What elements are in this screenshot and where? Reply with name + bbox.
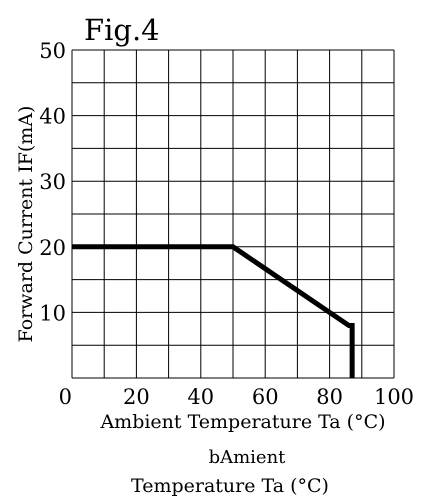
- x-tick-label: 80: [316, 385, 343, 409]
- x-axis-caption-line-1: bAmient: [209, 447, 287, 468]
- y-tick-label: 10: [39, 301, 66, 325]
- y-tick-label: 30: [39, 170, 66, 194]
- x-tick-labels: 0 20 40 60 80 100: [59, 385, 414, 409]
- y-tick-label: 50: [39, 39, 66, 63]
- x-axis-caption-line-2: Temperature Ta (°C): [131, 475, 329, 497]
- forward-current-line: [72, 244, 355, 378]
- y-axis-label: Forward Current IF(mA): [15, 106, 37, 343]
- y-tick-label: 40: [39, 105, 66, 129]
- x-tick-label: 20: [123, 385, 150, 409]
- chart-title: Fig.4: [84, 13, 160, 47]
- y-tick-labels: 10 20 30 40 50: [39, 39, 66, 325]
- x-tick-label: 0: [59, 385, 72, 409]
- x-tick-label: 40: [187, 385, 214, 409]
- x-axis-label: Ambient Temperature Ta (°C): [99, 411, 385, 433]
- x-tick-label: 60: [252, 385, 279, 409]
- y-tick-label: 20: [39, 236, 66, 260]
- chart-grid: [71, 49, 395, 379]
- x-tick-label: 100: [374, 385, 414, 409]
